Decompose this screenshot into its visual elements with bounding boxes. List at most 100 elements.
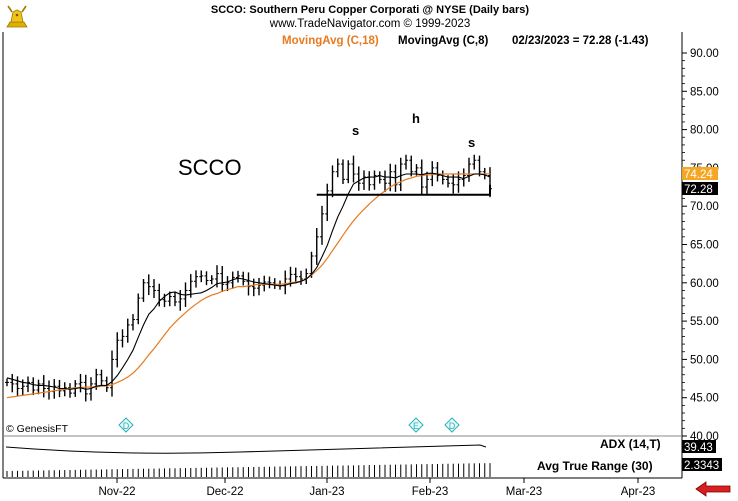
price-bar bbox=[10, 373, 15, 393]
price-bar bbox=[36, 379, 41, 395]
scroll-left-arrow-icon[interactable] bbox=[695, 481, 731, 497]
price-bar bbox=[435, 162, 440, 182]
svg-text:D: D bbox=[449, 421, 456, 431]
neckline bbox=[316, 184, 491, 196]
price-bar bbox=[472, 154, 477, 170]
price-bar bbox=[325, 183, 330, 222]
x-tick-label: Apr-23 bbox=[621, 486, 656, 498]
price-bar bbox=[152, 279, 156, 299]
price-bar bbox=[146, 274, 151, 296]
price-bar bbox=[341, 159, 345, 185]
symbol-annotation: SCCO bbox=[178, 155, 242, 180]
copyright-text: www.TradeNavigator.com © 1999-2023 bbox=[269, 18, 470, 30]
x-tick-label: Mar-23 bbox=[506, 486, 542, 498]
price-bar bbox=[293, 267, 298, 284]
ma18-value-box: 74.24 bbox=[682, 167, 718, 181]
price-bar bbox=[125, 318, 130, 343]
bull-logo-icon[interactable] bbox=[4, 2, 30, 30]
price-bar bbox=[26, 376, 30, 393]
price-bar bbox=[104, 376, 109, 392]
price-bar bbox=[404, 154, 408, 170]
svg-text:D: D bbox=[123, 421, 130, 431]
y-tick-label: 50.00 bbox=[690, 354, 719, 366]
price-bar bbox=[173, 292, 177, 307]
price-bar bbox=[120, 329, 125, 348]
price-bar bbox=[199, 270, 204, 283]
left-shoulder-label: s bbox=[352, 123, 359, 138]
atr-value-box bbox=[682, 458, 722, 471]
adx-label: ADX (14,T) bbox=[600, 437, 661, 451]
y-tick-label: 85.00 bbox=[690, 86, 719, 98]
ma18-line bbox=[6, 173, 491, 399]
price-bar bbox=[246, 272, 251, 296]
price-bar bbox=[99, 369, 104, 386]
price-bar bbox=[346, 160, 351, 184]
price-bar bbox=[461, 168, 466, 187]
y-tick-label: 55.00 bbox=[690, 316, 719, 328]
price-bar bbox=[267, 276, 272, 289]
price-bar bbox=[477, 155, 482, 177]
y-tick-label: 80.00 bbox=[690, 125, 719, 137]
adx-value: 39.43 bbox=[684, 442, 713, 454]
earnings-marker[interactable]: E bbox=[408, 417, 424, 433]
atr-value: 2.3343 bbox=[684, 460, 719, 472]
price-bar bbox=[330, 165, 335, 198]
price-bar bbox=[225, 276, 230, 292]
price-bar bbox=[41, 375, 46, 398]
y-tick-label: 70.00 bbox=[690, 201, 719, 213]
atr-histogram bbox=[6, 463, 491, 477]
price-bar bbox=[178, 290, 183, 311]
ma8-line bbox=[6, 172, 491, 390]
time-axis: Nov-22 Dec-22 Jan-23 Feb-23 Mar-23 Apr-23 bbox=[98, 478, 655, 498]
price-bar bbox=[204, 271, 209, 286]
price-bar bbox=[409, 155, 414, 177]
head-label: h bbox=[412, 111, 420, 126]
price-bar bbox=[299, 270, 303, 285]
price-bar bbox=[194, 270, 198, 288]
price-bar bbox=[68, 383, 72, 398]
price-bar bbox=[209, 275, 214, 285]
genesis-watermark: © GenesisFT bbox=[6, 423, 69, 435]
chart-title: SCCO: Southern Peru Copper Corporati @ N… bbox=[211, 4, 529, 16]
price-bar bbox=[356, 166, 361, 191]
price-bar bbox=[320, 205, 324, 245]
right-shoulder-label: s bbox=[468, 135, 475, 150]
price-bar bbox=[419, 159, 424, 196]
price-bar bbox=[467, 157, 471, 182]
price-bar bbox=[425, 171, 429, 195]
price-bar bbox=[188, 274, 193, 298]
price-bar bbox=[351, 155, 356, 183]
price-bar bbox=[110, 350, 114, 397]
dividend-marker-2[interactable]: D bbox=[444, 417, 460, 433]
price-bar bbox=[83, 374, 88, 402]
ma18-value: 74.24 bbox=[684, 169, 713, 181]
adx-value-box bbox=[682, 440, 716, 453]
x-tick-label: Nov-22 bbox=[98, 486, 135, 498]
adx-line bbox=[5, 444, 487, 454]
price-bar bbox=[314, 227, 319, 265]
price-bar bbox=[136, 293, 141, 325]
price-bar bbox=[383, 170, 387, 193]
price-bar bbox=[78, 373, 83, 393]
y-tick-label: 45.00 bbox=[690, 393, 719, 405]
last-price-box: 72.28 bbox=[682, 182, 718, 196]
x-tick-label: Feb-23 bbox=[412, 486, 448, 498]
y-tick-label: 90.00 bbox=[690, 48, 719, 60]
price-bar bbox=[115, 332, 120, 368]
dividend-marker-1[interactable]: D bbox=[118, 417, 134, 433]
x-tick-label: Jan-23 bbox=[309, 486, 344, 498]
quote-readout: 02/23/2023 = 72.28 (-1.43) bbox=[512, 35, 649, 47]
price-bar bbox=[167, 291, 172, 307]
price-bar bbox=[15, 376, 20, 397]
last-price-value: 72.28 bbox=[684, 184, 713, 196]
price-bar bbox=[31, 377, 36, 396]
ma18-legend: MovingAvg (C,18) bbox=[282, 35, 379, 47]
price-bar bbox=[335, 158, 340, 178]
price-bar bbox=[131, 314, 135, 331]
ma8-legend: MovingAvg (C,8) bbox=[398, 35, 488, 47]
price-bar bbox=[456, 171, 461, 193]
svg-text:E: E bbox=[413, 421, 419, 431]
price-bar bbox=[141, 279, 146, 302]
y-tick-label: 65.00 bbox=[690, 240, 719, 252]
